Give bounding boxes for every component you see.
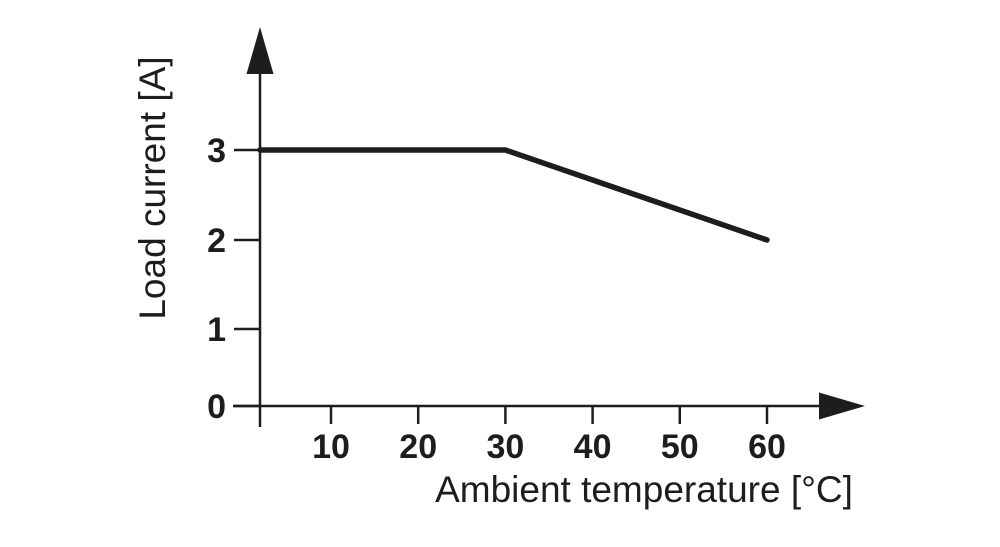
- x-tick-label: 50: [661, 428, 699, 466]
- x-tick-label: 40: [574, 428, 612, 466]
- y-tick-label: 2: [207, 222, 226, 260]
- x-tick-label: 30: [486, 428, 524, 466]
- x-axis: 10 20 30 40 50 60 Ambient temperature [°…: [233, 392, 865, 510]
- x-axis-title: Ambient temperature [°C]: [435, 469, 853, 510]
- derating-curve: [257, 147, 770, 243]
- x-axis-arrow-icon: [819, 392, 865, 420]
- y-axis: 3 2 1 0 Load current [A]: [132, 27, 274, 427]
- y-tick-label: 1: [207, 311, 226, 349]
- x-tick-label: 60: [748, 428, 786, 466]
- x-tick-label: 20: [399, 428, 437, 466]
- y-axis-title: Load current [A]: [132, 56, 173, 319]
- x-tick-label: 10: [312, 428, 350, 466]
- y-axis-arrow-icon: [246, 27, 274, 74]
- y-tick-label: 3: [207, 132, 226, 170]
- y-tick-label: 0: [207, 388, 226, 426]
